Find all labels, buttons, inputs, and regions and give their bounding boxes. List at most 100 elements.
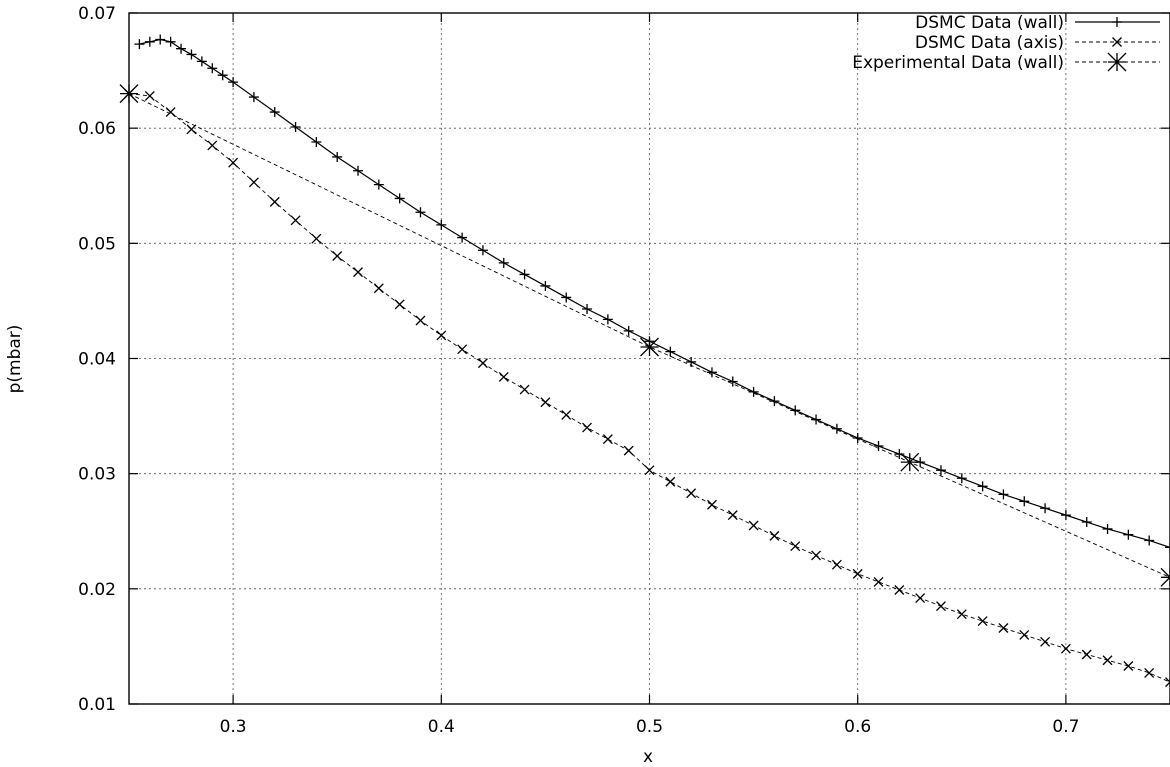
plus-marker [957,473,967,483]
cross-marker [1082,650,1091,659]
plus-marker [332,152,342,162]
series-2 [125,89,1170,687]
plus-marker [978,481,988,491]
series-3 [120,85,1170,587]
y-tick-label: 0.03 [78,465,116,485]
star-marker [1161,568,1170,586]
cross-marker [832,560,841,569]
plus-marker [1019,496,1029,506]
cross-marker [541,398,550,407]
y-tick-label: 0.07 [78,4,116,24]
plus-marker [790,405,800,415]
plus-marker [624,326,634,336]
cross-marker [770,531,779,540]
plus-marker [395,193,405,203]
plus-marker [291,122,301,132]
star-marker [641,338,659,356]
cross-marker [562,410,571,419]
cross-marker [707,500,716,509]
plus-marker [520,269,530,279]
cross-marker [916,594,925,603]
plus-marker [415,207,425,217]
y-tick-label: 0.01 [78,695,116,715]
cross-marker [957,610,966,619]
legend-label: Experimental Data (wall) [852,53,1064,73]
plus-marker [540,281,550,291]
y-tick-label: 0.05 [78,234,116,254]
plus-marker [228,77,238,87]
x-tick-label: 0.7 [1052,717,1079,737]
cross-marker [458,345,467,354]
cross-marker [520,385,529,394]
y-tick-label: 0.02 [78,580,116,600]
plus-marker [218,70,228,80]
plus-marker [1061,510,1071,520]
axis-ticks: 0.3 0.4 0.5 0.6 0.7 0.01 0.02 0.03 0.04 0.05 0.06 0… [78,4,1170,737]
cross-marker [603,435,612,444]
series-line [139,39,1170,547]
x-tick-label: 0.4 [428,717,455,737]
x-tick-label: 0.6 [844,717,871,737]
plus-marker [1082,517,1092,527]
plus-marker [197,56,207,66]
series-1 [134,34,1170,552]
plus-marker [478,245,488,255]
plus-marker [270,107,280,117]
y-tick-label: 0.06 [78,119,116,139]
cross-marker [791,542,800,551]
cross-marker [853,569,862,578]
cross-marker [812,551,821,560]
plus-marker [1040,503,1050,513]
cross-marker [749,521,758,530]
cross-marker [270,197,279,206]
grid-lines [129,13,1170,704]
legend-label: DSMC Data (axis) [915,33,1064,53]
cross-marker [312,234,321,243]
plus-marker [998,489,1008,499]
cross-marker [478,359,487,368]
plus-marker [457,233,467,243]
cross-marker [395,300,404,309]
plus-marker [1103,524,1113,534]
legend-entry: Experimental Data (wall) [852,53,1160,73]
plus-marker [853,433,863,443]
cross-marker [999,623,1008,632]
plus-marker [1144,535,1154,545]
cross-marker [687,489,696,498]
x-tick-label: 0.3 [220,717,247,737]
cross-marker [1041,637,1050,646]
cross-marker [249,178,258,187]
plus-marker [353,166,363,176]
cross-marker [624,446,633,455]
legend-entry: DSMC Data (axis) [915,33,1160,53]
cross-marker [728,511,737,520]
legend: DSMC Data (wall)DSMC Data (axis)Experime… [852,13,1160,73]
cross-marker [978,617,987,626]
plus-marker [186,49,196,59]
plus-marker [155,34,165,44]
plus-marker [603,314,613,324]
y-tick-label: 0.04 [78,350,116,370]
legend-label: DSMC Data (wall) [915,13,1064,33]
cross-marker [333,252,342,261]
cross-marker [874,577,883,586]
cross-marker [1103,656,1112,665]
cross-marker [936,602,945,611]
cross-marker [666,477,675,486]
cross-marker [895,585,904,594]
plus-marker [1112,17,1122,27]
plus-marker [207,63,217,73]
plus-marker [176,44,186,54]
plus-marker [707,367,717,377]
x-tick-label: 0.5 [636,717,663,737]
cross-marker [291,216,300,225]
plus-marker [374,180,384,190]
cross-marker [1061,644,1070,653]
plus-marker [249,92,259,102]
plus-marker [1123,530,1133,540]
plus-marker [499,258,509,268]
plus-marker [166,37,176,47]
plus-marker [769,396,779,406]
cross-marker [416,316,425,325]
plus-marker [561,292,571,302]
